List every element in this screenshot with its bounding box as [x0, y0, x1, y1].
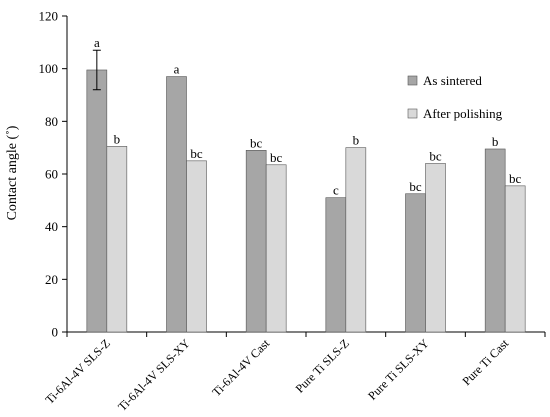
significance-label: c: [333, 183, 339, 198]
bar-after-polishing: [106, 146, 128, 333]
significance-label: bc: [250, 135, 263, 150]
bar-as-sintered: [325, 197, 347, 333]
legend: As sintered After polishing: [407, 73, 503, 121]
y-tick-label: 40: [45, 219, 58, 234]
category-label: Pure Ti SLS-XY: [365, 336, 432, 403]
bar-as-sintered: [86, 69, 108, 333]
significance-label: bc: [409, 179, 422, 194]
significance-label: a: [94, 35, 100, 50]
y-tick-label: 20: [45, 272, 58, 287]
significance-label: a: [174, 62, 180, 77]
significance-label: bc: [429, 148, 442, 163]
bar-as-sintered: [166, 76, 187, 333]
category-label: Pure Ti SLS-Z: [293, 336, 352, 395]
category-labels: Ti-6Al-4V SLS-Z Ti-6Al-4V SLS-XY Ti-6Al-4V…: [42, 336, 511, 414]
legend-label: After polishing: [423, 106, 503, 121]
legend-label: As sintered: [423, 73, 482, 88]
significance-label: bc: [509, 171, 522, 186]
bar-after-polishing: [265, 164, 287, 333]
significance-label: bc: [270, 150, 283, 165]
y-tick-label: 80: [45, 114, 58, 129]
y-tick-label: 120: [39, 9, 59, 24]
bar-after-polishing: [345, 147, 367, 333]
bar-after-polishing: [504, 185, 526, 333]
category-label: Ti-6Al-4V SLS-Z: [42, 336, 112, 406]
bar-after-polishing: [186, 160, 207, 333]
bar-after-polishing: [425, 163, 446, 333]
y-axis-title: Contact angle (˚): [5, 125, 20, 220]
bar-as-sintered: [245, 150, 267, 333]
legend-swatch: [407, 75, 418, 86]
category-label: Ti-6Al-4V Cast: [209, 336, 272, 399]
bar-marks: [86, 49, 526, 333]
category-label: Ti-6Al-4V SLS-XY: [115, 336, 193, 414]
significance-label: b: [114, 131, 121, 146]
chart-axes: 0 20 40 60 80 100 120: [39, 9, 546, 340]
y-tick-label: 60: [45, 167, 58, 182]
y-tick-label: 0: [52, 325, 59, 340]
significance-label: b: [353, 133, 360, 148]
bar-as-sintered: [405, 193, 426, 333]
category-label: Pure Ti Cast: [459, 336, 511, 388]
significance-label: bc: [190, 146, 203, 161]
bar-as-sintered: [484, 148, 506, 333]
y-tick-label: 100: [39, 61, 59, 76]
significance-label: b: [492, 134, 499, 149]
legend-swatch: [407, 108, 418, 119]
